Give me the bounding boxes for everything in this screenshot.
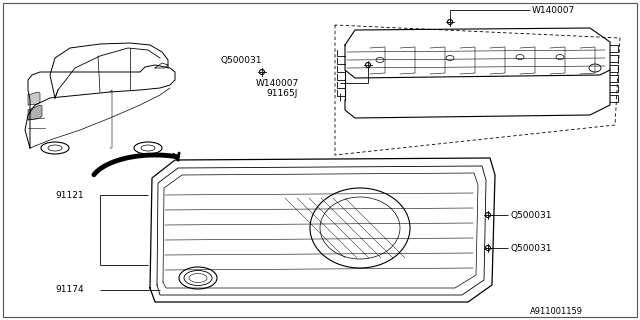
- Text: 91165J: 91165J: [266, 89, 298, 98]
- Text: A911001159: A911001159: [530, 307, 583, 316]
- Text: W140007: W140007: [532, 5, 575, 14]
- Polygon shape: [28, 92, 40, 105]
- Text: 91174: 91174: [55, 285, 84, 294]
- Text: 91121: 91121: [55, 190, 84, 199]
- Text: Q500031: Q500031: [510, 244, 552, 252]
- Text: Q500031: Q500031: [220, 55, 262, 65]
- Text: W140007: W140007: [256, 78, 300, 87]
- Polygon shape: [28, 105, 42, 120]
- Text: Q500031: Q500031: [510, 211, 552, 220]
